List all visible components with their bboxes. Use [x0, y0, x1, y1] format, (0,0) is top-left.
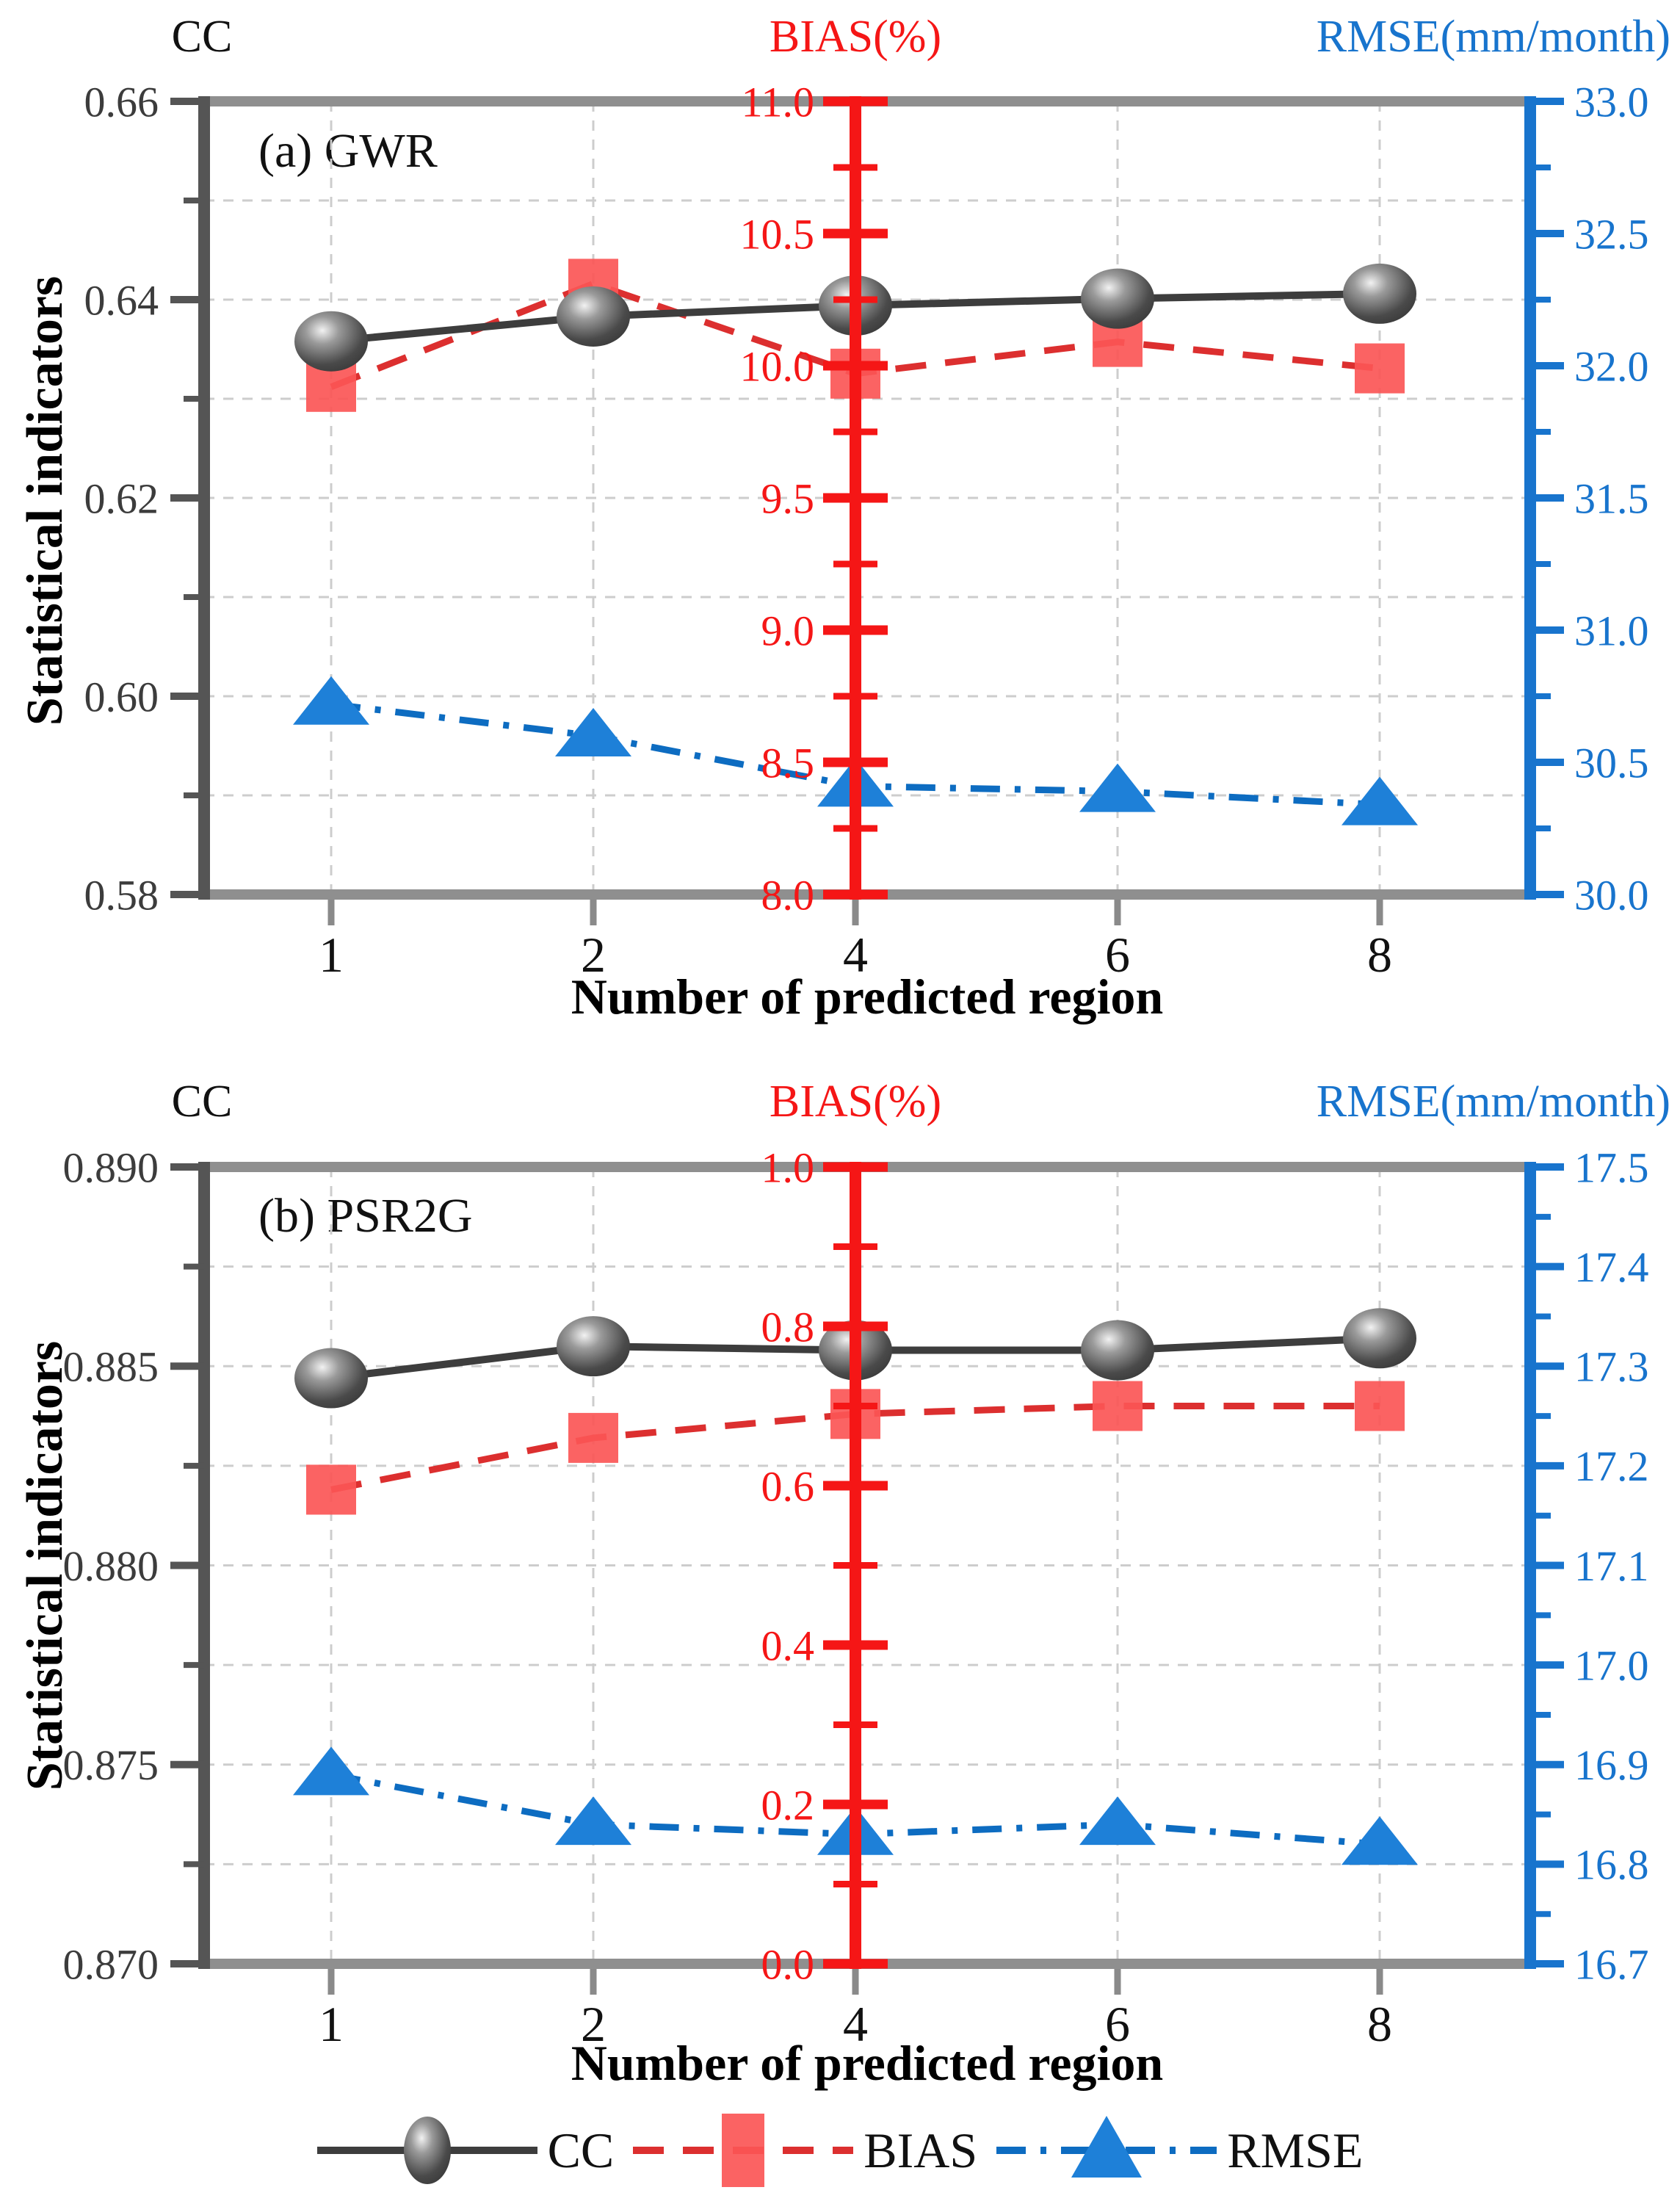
legend-item-bias: BIAS — [633, 2110, 977, 2190]
cc-tick-label: 0.875 — [63, 1741, 159, 1789]
x-tick-label: 4 — [843, 927, 868, 983]
x-tick-label: 8 — [1367, 1996, 1392, 2052]
panel-a-x-axis-title: Number of predicted region — [571, 969, 1164, 1024]
panel-b-bias-axis-title: BIAS(%) — [769, 1077, 942, 1127]
bias-tick-label: 9.0 — [761, 607, 815, 654]
panel-b-rmse-axis-title: RMSE(mm/month) — [1316, 1077, 1670, 1127]
bias-legend-marker-icon — [633, 2114, 854, 2187]
legend-item-cc: CC — [316, 2110, 615, 2190]
cc-data-point — [1343, 263, 1416, 324]
legend-label-rmse: RMSE — [1227, 2122, 1364, 2178]
rmse-tick-label: 17.0 — [1574, 1641, 1649, 1689]
cc-data-point — [1343, 1308, 1416, 1369]
cc-data-point — [557, 1316, 630, 1377]
legend-label-cc: CC — [547, 2122, 615, 2178]
panel-a-bias-axis-title: BIAS(%) — [769, 12, 942, 62]
rmse-tick-label: 17.1 — [1574, 1542, 1649, 1590]
rmse-tick-label: 17.4 — [1574, 1243, 1649, 1291]
bias-tick-label: 0.0 — [761, 1940, 815, 1988]
cc-tick-label: 0.890 — [63, 1143, 159, 1191]
cc-tick-label: 0.58 — [84, 871, 159, 919]
x-tick-label: 2 — [581, 927, 606, 983]
bias-tick-label: 10.0 — [740, 342, 815, 390]
x-tick-label: 6 — [1105, 927, 1130, 983]
bias-tick-label: 10.5 — [740, 210, 815, 258]
bias-legend-point — [722, 2114, 765, 2187]
bias-tick-label: 1.0 — [761, 1143, 815, 1191]
bias-data-point — [1355, 343, 1405, 394]
rmse-tick-label: 30.5 — [1574, 739, 1649, 787]
rmse-data-point — [555, 708, 631, 756]
rmse-tick-label: 16.8 — [1574, 1841, 1649, 1889]
cc-legend-marker-icon — [316, 2117, 537, 2184]
rmse-data-point — [1342, 776, 1418, 825]
x-tick-label: 1 — [319, 1996, 344, 2052]
cc-tick-label: 0.885 — [63, 1343, 159, 1391]
panel-a-label: (a) GWR — [258, 124, 438, 178]
bias-tick-label: 8.0 — [761, 871, 815, 919]
cc-tick-label: 0.62 — [84, 474, 159, 522]
cc-data-point — [1081, 1320, 1154, 1381]
bias-tick-label: 0.2 — [761, 1781, 815, 1829]
rmse-tick-label: 17.5 — [1574, 1143, 1649, 1191]
legend: CC BIAS RMSE — [0, 2106, 1680, 2190]
rmse-tick-label: 16.7 — [1574, 1940, 1649, 1988]
rmse-tick-label: 32.0 — [1574, 342, 1649, 390]
cc-data-point — [294, 311, 368, 372]
cc-tick-label: 0.64 — [84, 276, 159, 324]
cc-data-point — [294, 1348, 368, 1409]
rmse-tick-label: 31.5 — [1574, 474, 1649, 522]
panel-b-label: (b) PSR2G — [258, 1189, 473, 1243]
x-tick-label: 6 — [1105, 1996, 1130, 2052]
rmse-data-point — [1342, 1816, 1418, 1865]
panel-b-cc-axis-title: CC — [171, 1077, 233, 1127]
bias-tick-label: 0.6 — [761, 1462, 815, 1510]
rmse-tick-label: 17.3 — [1574, 1343, 1649, 1391]
panel-b-x-axis-title: Number of predicted region — [571, 2035, 1164, 2091]
bias-tick-label: 0.4 — [761, 1622, 815, 1669]
x-tick-label: 4 — [843, 1996, 868, 2052]
bias-tick-label: 9.5 — [761, 474, 815, 522]
bias-tick-label: 11.0 — [742, 78, 814, 126]
panel-b-plot: 0.870 0.875 0.880 0.885 0.890 0.0 0.2 0.4 0.6 0.8… — [63, 1143, 1649, 2052]
panel-a-plot: 0.58 0.60 0.62 0.64 0.66 8.0 8.5 9.0 9.5 10.0 10.5… — [84, 78, 1649, 983]
bias-data-point — [1355, 1381, 1405, 1431]
cc-tick-label: 0.60 — [84, 673, 159, 720]
panel-a-rmse-axis-title: RMSE(mm/month) — [1316, 12, 1670, 62]
rmse-tick-label: 32.5 — [1574, 210, 1649, 258]
legend-label-bias: BIAS — [863, 2122, 978, 2178]
rmse-data-point — [293, 1746, 369, 1796]
cc-tick-label: 0.870 — [63, 1940, 159, 1988]
bias-tick-label: 0.8 — [761, 1303, 815, 1351]
bias-data-point — [568, 1412, 618, 1463]
rmse-legend-marker-icon — [996, 2116, 1217, 2178]
bias-tick-label: 8.5 — [761, 739, 815, 787]
rmse-data-point — [293, 676, 369, 725]
rmse-data-point — [555, 1796, 631, 1846]
rmse-legend-point — [1071, 2116, 1143, 2178]
cc-tick-label: 0.880 — [63, 1542, 159, 1590]
cc-legend-point — [403, 2117, 451, 2184]
rmse-data-point — [1079, 1796, 1156, 1846]
bias-data-point — [1093, 1381, 1143, 1431]
cc-data-point — [557, 286, 630, 347]
cc-data-point — [1081, 268, 1154, 329]
bias-data-point — [306, 1464, 356, 1515]
x-tick-label: 8 — [1367, 927, 1392, 983]
rmse-tick-label: 33.0 — [1574, 78, 1649, 126]
panel-a-cc-axis-title: CC — [171, 12, 233, 62]
rmse-data-point — [1079, 763, 1156, 812]
rmse-tick-label: 30.0 — [1574, 871, 1649, 919]
x-tick-label: 1 — [319, 927, 344, 983]
bias-series-line — [330, 1403, 1380, 1493]
rmse-tick-label: 16.9 — [1574, 1741, 1649, 1789]
cc-tick-label: 0.66 — [84, 78, 159, 126]
rmse-tick-label: 31.0 — [1574, 607, 1649, 654]
rmse-tick-label: 17.2 — [1574, 1442, 1649, 1490]
x-tick-label: 2 — [581, 1996, 606, 2052]
legend-item-rmse: RMSE — [996, 2110, 1363, 2190]
